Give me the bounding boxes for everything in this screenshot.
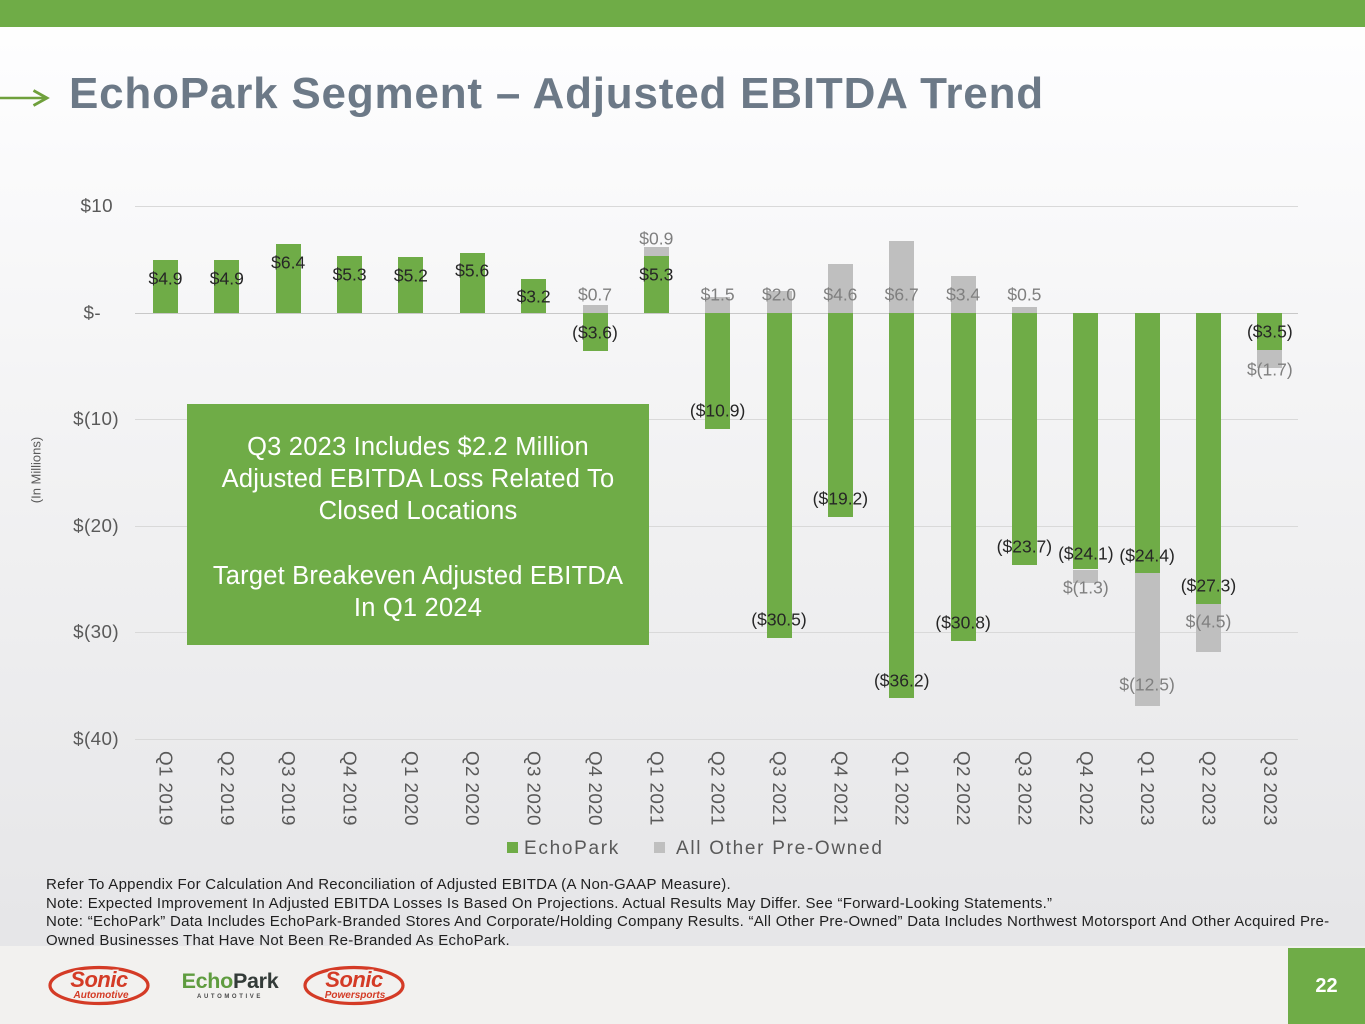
svg-text:Sonic: Sonic bbox=[325, 967, 383, 992]
svg-text:EchoPark: EchoPark bbox=[182, 969, 279, 993]
svg-text:AUTOMOTIVE: AUTOMOTIVE bbox=[197, 994, 263, 1000]
svg-text:Sonic: Sonic bbox=[70, 967, 128, 992]
svg-text:Powersports: Powersports bbox=[325, 990, 386, 1001]
svg-text:Automotive: Automotive bbox=[73, 990, 129, 1001]
